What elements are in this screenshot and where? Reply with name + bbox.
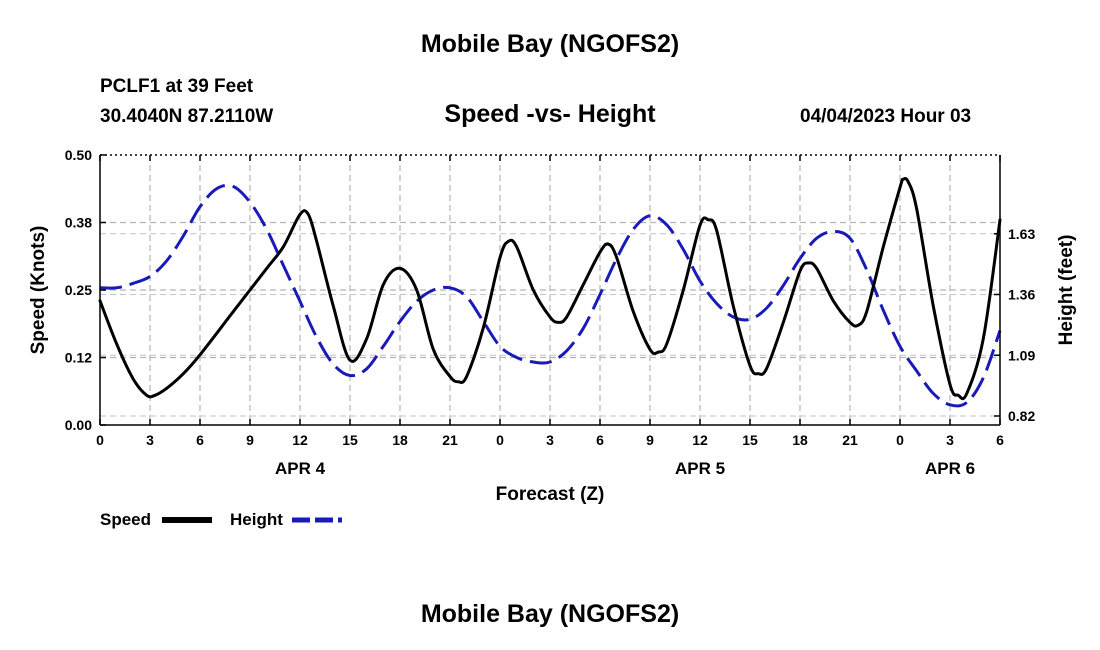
series-line-speed — [98, 176, 1002, 401]
series-lines — [98, 176, 1002, 408]
y-tick-label: 0.50 — [65, 147, 92, 163]
x-tick-label: 15 — [342, 432, 358, 448]
x-tick-label: 6 — [996, 432, 1004, 448]
x-tick-label: 15 — [742, 432, 758, 448]
day-label: APR 5 — [675, 459, 725, 478]
x-tick-label: 6 — [596, 432, 604, 448]
y-tick-label: 0.25 — [65, 282, 92, 298]
x-tick-label: 3 — [946, 432, 954, 448]
legend: Speed Height — [100, 510, 342, 529]
y2-tick-label: 1.09 — [1008, 347, 1035, 363]
x-tick-label: 6 — [196, 432, 204, 448]
x-tick-label: 0 — [896, 432, 904, 448]
y2-tick-label: 1.63 — [1008, 226, 1035, 242]
day-label: APR 4 — [275, 459, 326, 478]
x-tick-label: 0 — [96, 432, 104, 448]
chart-header-title: Mobile Bay (NGOFS2) — [420, 30, 680, 58]
y2-tick-label: 1.36 — [1008, 287, 1035, 303]
y-tick-label: 0.38 — [65, 215, 92, 231]
legend-label-speed: Speed — [100, 510, 151, 529]
x-tick-label: 0 — [496, 432, 504, 448]
forecast-datetime: 04/04/2023 Hour 03 — [800, 106, 972, 127]
station-label: PCLF1 at 39 Feet — [100, 76, 254, 97]
x-tick-label: 18 — [392, 432, 408, 448]
station-coordinates: 30.4040N 87.2110W — [100, 106, 274, 127]
y2-tick-label: 0.82 — [1008, 408, 1035, 424]
footer-title: Mobile Bay (NGOFS2) — [420, 600, 680, 628]
x-tick-label: 3 — [546, 432, 554, 448]
x-tick-label: 9 — [246, 432, 254, 448]
chart-title: Speed -vs- Height — [444, 100, 656, 128]
axis-ticks: 0 3 6 9 12 15 18 21 0 3 6 9 12 15 18 21 0 3 6 APR 4 APR 5 APR… — [65, 147, 1036, 478]
y-axis-title: Speed (Knots) — [28, 226, 49, 355]
x-tick-label: 9 — [646, 432, 654, 448]
x-tick-label: 21 — [442, 432, 458, 448]
y-tick-label: 0.12 — [65, 350, 92, 366]
x-tick-label: 12 — [292, 432, 308, 448]
x-tick-label: 12 — [692, 432, 708, 448]
x-tick-label: 3 — [146, 432, 154, 448]
y-tick-label: 0.00 — [65, 417, 92, 433]
legend-label-height: Height — [230, 510, 283, 529]
x-tick-label: 18 — [792, 432, 808, 448]
y2-axis-title: Height (feet) — [1056, 235, 1077, 346]
x-axis-title: Forecast (Z) — [496, 484, 605, 505]
grid — [100, 155, 1000, 425]
day-label: APR 6 — [925, 459, 975, 478]
x-tick-label: 21 — [842, 432, 858, 448]
series-line-height — [99, 183, 1002, 408]
